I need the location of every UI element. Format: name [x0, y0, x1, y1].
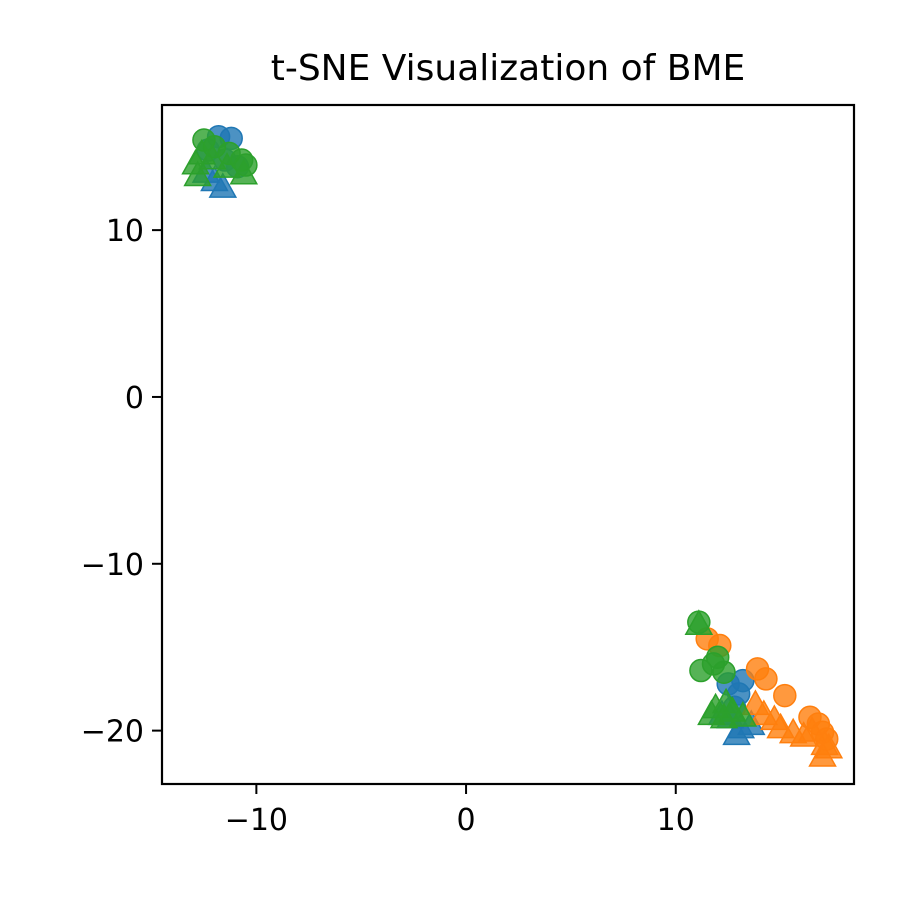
scatter-point-triangle [684, 609, 714, 635]
scatter-point-triangle [229, 158, 259, 185]
scatter-point-triangle [797, 716, 827, 742]
points-layer [181, 124, 844, 767]
scatter-point-circle [754, 667, 778, 691]
plot-area [160, 103, 856, 786]
axes-border [160, 103, 856, 786]
y-tick-label: −10 [81, 548, 144, 583]
scatter-point-triangle [728, 701, 758, 727]
scatter-point-circle [712, 660, 736, 684]
chart-title: t-SNE Visualization of BME [271, 48, 746, 89]
x-tick-label: 0 [457, 803, 476, 838]
scatter-point-triangle [722, 719, 751, 746]
scatter-point-triangle [212, 152, 242, 178]
scatter-point-triangle [198, 143, 227, 170]
y-tick-label: 0 [125, 381, 144, 416]
y-tick-label: 10 [106, 214, 144, 249]
scatter-point-triangle [711, 687, 741, 714]
x-tick-label: 10 [657, 803, 695, 838]
x-axis: −10 0 10 [225, 784, 695, 838]
y-tick-label: −20 [81, 715, 144, 750]
scatter-point-triangle [814, 732, 844, 759]
scatter-point-triangle [183, 160, 212, 187]
scatter-point-triangle [208, 172, 238, 198]
scatter-point-circle [773, 683, 797, 708]
y-axis: −20 −10 0 10 [81, 214, 162, 750]
x-tick-label: −10 [225, 803, 288, 838]
